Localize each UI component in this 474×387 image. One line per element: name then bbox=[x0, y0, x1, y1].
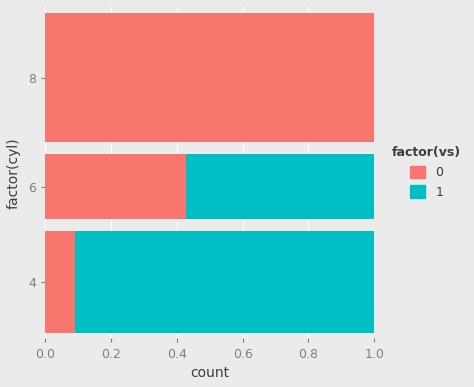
Bar bbox=[45, 231, 75, 332]
Y-axis label: factor(cyl): factor(cyl) bbox=[7, 137, 21, 209]
Bar bbox=[45, 13, 374, 142]
Legend: 0, 1: 0, 1 bbox=[387, 141, 466, 204]
X-axis label: count: count bbox=[190, 366, 229, 380]
Bar bbox=[186, 154, 374, 219]
Bar bbox=[45, 154, 186, 219]
Bar bbox=[75, 231, 374, 332]
